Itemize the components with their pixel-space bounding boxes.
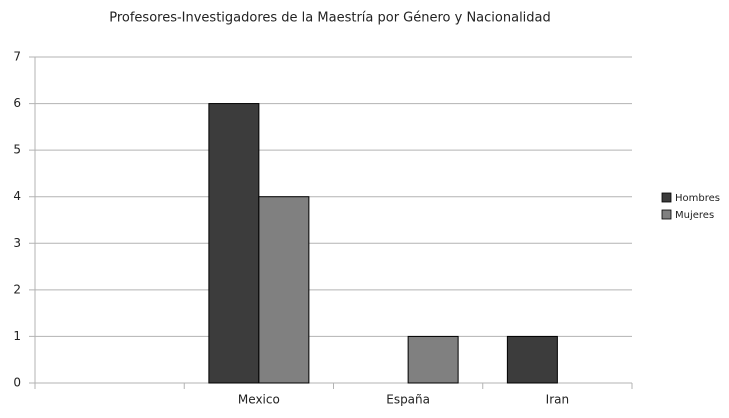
y-tick-label: 5 <box>13 143 21 157</box>
legend-swatch <box>661 209 672 220</box>
y-tick-label: 0 <box>13 376 21 390</box>
legend-label: Mujeres <box>675 210 714 221</box>
y-tick-label: 4 <box>13 189 21 203</box>
y-tick-label: 3 <box>13 236 21 250</box>
y-tick-label: 6 <box>13 96 21 110</box>
bar <box>407 335 459 384</box>
y-tick-label: 7 <box>13 50 21 64</box>
bar <box>506 335 558 384</box>
x-tick-label: Mexico <box>238 393 280 407</box>
legend-swatch <box>661 192 672 203</box>
x-tick-label: España <box>386 393 430 407</box>
bar <box>258 196 310 384</box>
bar <box>208 103 260 384</box>
y-tick-label: 2 <box>13 282 21 296</box>
chart-title: Profesores-Investigadores de la Maestría… <box>109 11 551 26</box>
x-tick-label: Iran <box>546 393 569 407</box>
y-tick-label: 1 <box>13 329 21 343</box>
legend-label: Hombres <box>675 193 720 204</box>
